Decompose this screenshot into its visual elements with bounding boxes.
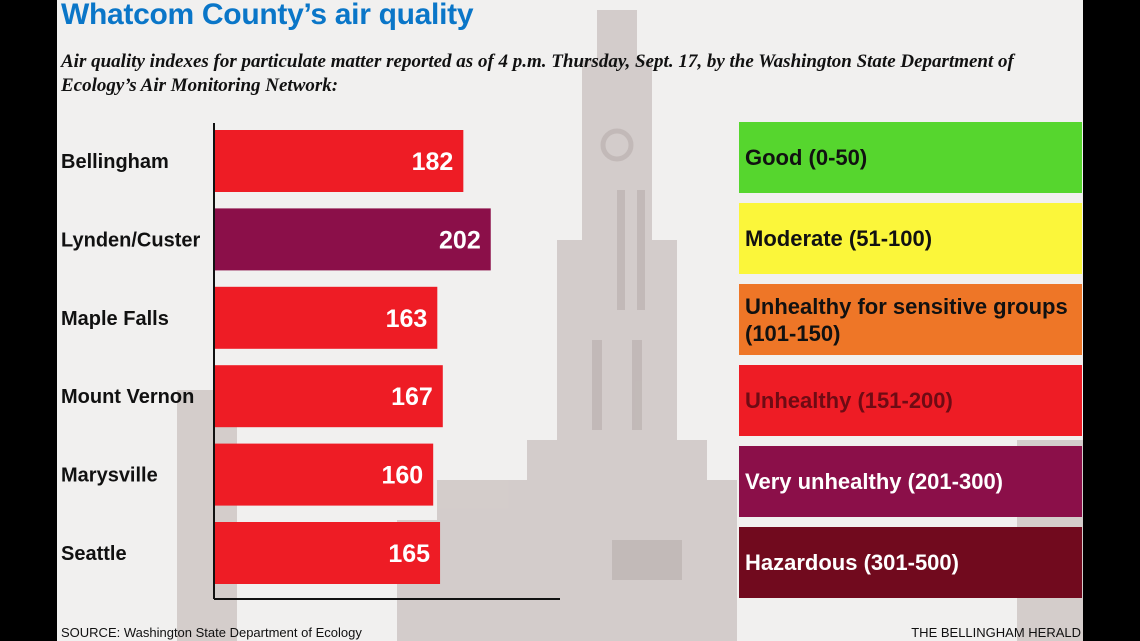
legend-item: Hazardous (301-500) [739,527,1082,598]
source-note: SOURCE: Washington State Department of E… [61,625,362,640]
category-label: Mount Vernon [61,386,194,408]
bar-bellingham [214,130,464,192]
legend-item: Very unhealthy (201-300) [739,446,1082,517]
legend-item: Moderate (51-100) [739,203,1082,274]
bar-maple-falls [214,286,438,349]
bar-mount-vernon [214,365,443,428]
category-label: Marysville [61,465,158,487]
value-label: 167 [391,383,433,411]
bar-chart: Bellingham 182 Lynden/Custer 202 Maple Falls… [61,123,560,600]
chart-subtitle: Air quality indexes for particulate matt… [61,51,1014,96]
legend-item: Good (0-50) [739,122,1082,193]
value-label: 182 [412,148,454,176]
publisher-credit: THE BELLINGHAM HERALD [911,625,1081,640]
category-label: Maple Falls [61,308,169,330]
category-label: Lynden/Custer [61,229,200,251]
category-label: Seattle [61,543,127,565]
value-label: 163 [386,305,428,333]
bar-marysville [214,443,434,506]
legend-item: Unhealthy (151-200) [739,365,1082,436]
category-label: Bellingham [61,151,169,173]
value-label: 202 [439,226,481,254]
bar-lynden-custer [214,208,491,271]
value-label: 165 [388,540,430,568]
bar-seattle [214,522,441,584]
infographic: Whatcom County’s air quality Air quality… [57,0,1083,641]
value-label: 160 [381,462,423,490]
chart-title: Whatcom County’s air quality [61,0,474,31]
legend-item: Unhealthy for sensitive groups (101-150) [739,284,1082,355]
